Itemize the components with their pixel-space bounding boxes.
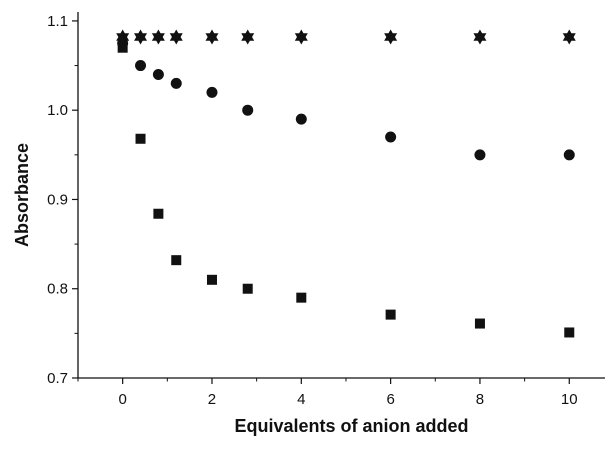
circle-point (170, 77, 182, 89)
x-tick-label: 4 (297, 391, 305, 408)
circle-point (295, 113, 307, 125)
circle-point (563, 149, 575, 161)
star-point (384, 29, 398, 45)
square-point (474, 318, 485, 329)
square-point (564, 327, 575, 338)
circle-point (474, 149, 486, 161)
y-axis-title: Absorbance (12, 143, 32, 247)
circle-point (242, 104, 254, 116)
y-tick-label: 0.7 (47, 370, 68, 387)
star-point (205, 29, 219, 45)
star-point (151, 29, 165, 45)
square-point (242, 283, 253, 294)
square-point (206, 274, 217, 285)
star-point (169, 29, 183, 45)
star-point (134, 29, 148, 45)
x-tick-label: 0 (118, 391, 126, 408)
circle-point (135, 60, 147, 72)
x-tick-label: 2 (208, 391, 216, 408)
ticks: 0 2 4 6 8 10 0.7 0.8 0.9 1.0 1.1 (47, 13, 577, 408)
circle-point (206, 86, 218, 98)
square-point (385, 309, 396, 320)
square-point (135, 133, 146, 144)
square-point (171, 255, 182, 266)
square-point (153, 208, 164, 219)
x-axis-title: Equivalents of anion added (234, 416, 468, 436)
x-tick-label: 8 (476, 391, 484, 408)
circle-point (385, 131, 397, 143)
square-point (296, 292, 307, 303)
data-marks (116, 29, 576, 338)
star-point (241, 29, 255, 45)
x-tick-label: 10 (561, 391, 578, 408)
square-point (117, 42, 128, 53)
y-tick-label: 1.1 (47, 13, 68, 30)
y-tick-label: 1.0 (47, 102, 68, 119)
star-point (562, 29, 576, 45)
x-tick-label: 6 (386, 391, 394, 408)
star-point (294, 29, 308, 45)
circle-point (152, 68, 164, 80)
y-tick-label: 0.8 (47, 281, 68, 298)
axes (77, 12, 605, 379)
star-point (473, 29, 487, 45)
y-tick-label: 0.9 (47, 191, 68, 208)
